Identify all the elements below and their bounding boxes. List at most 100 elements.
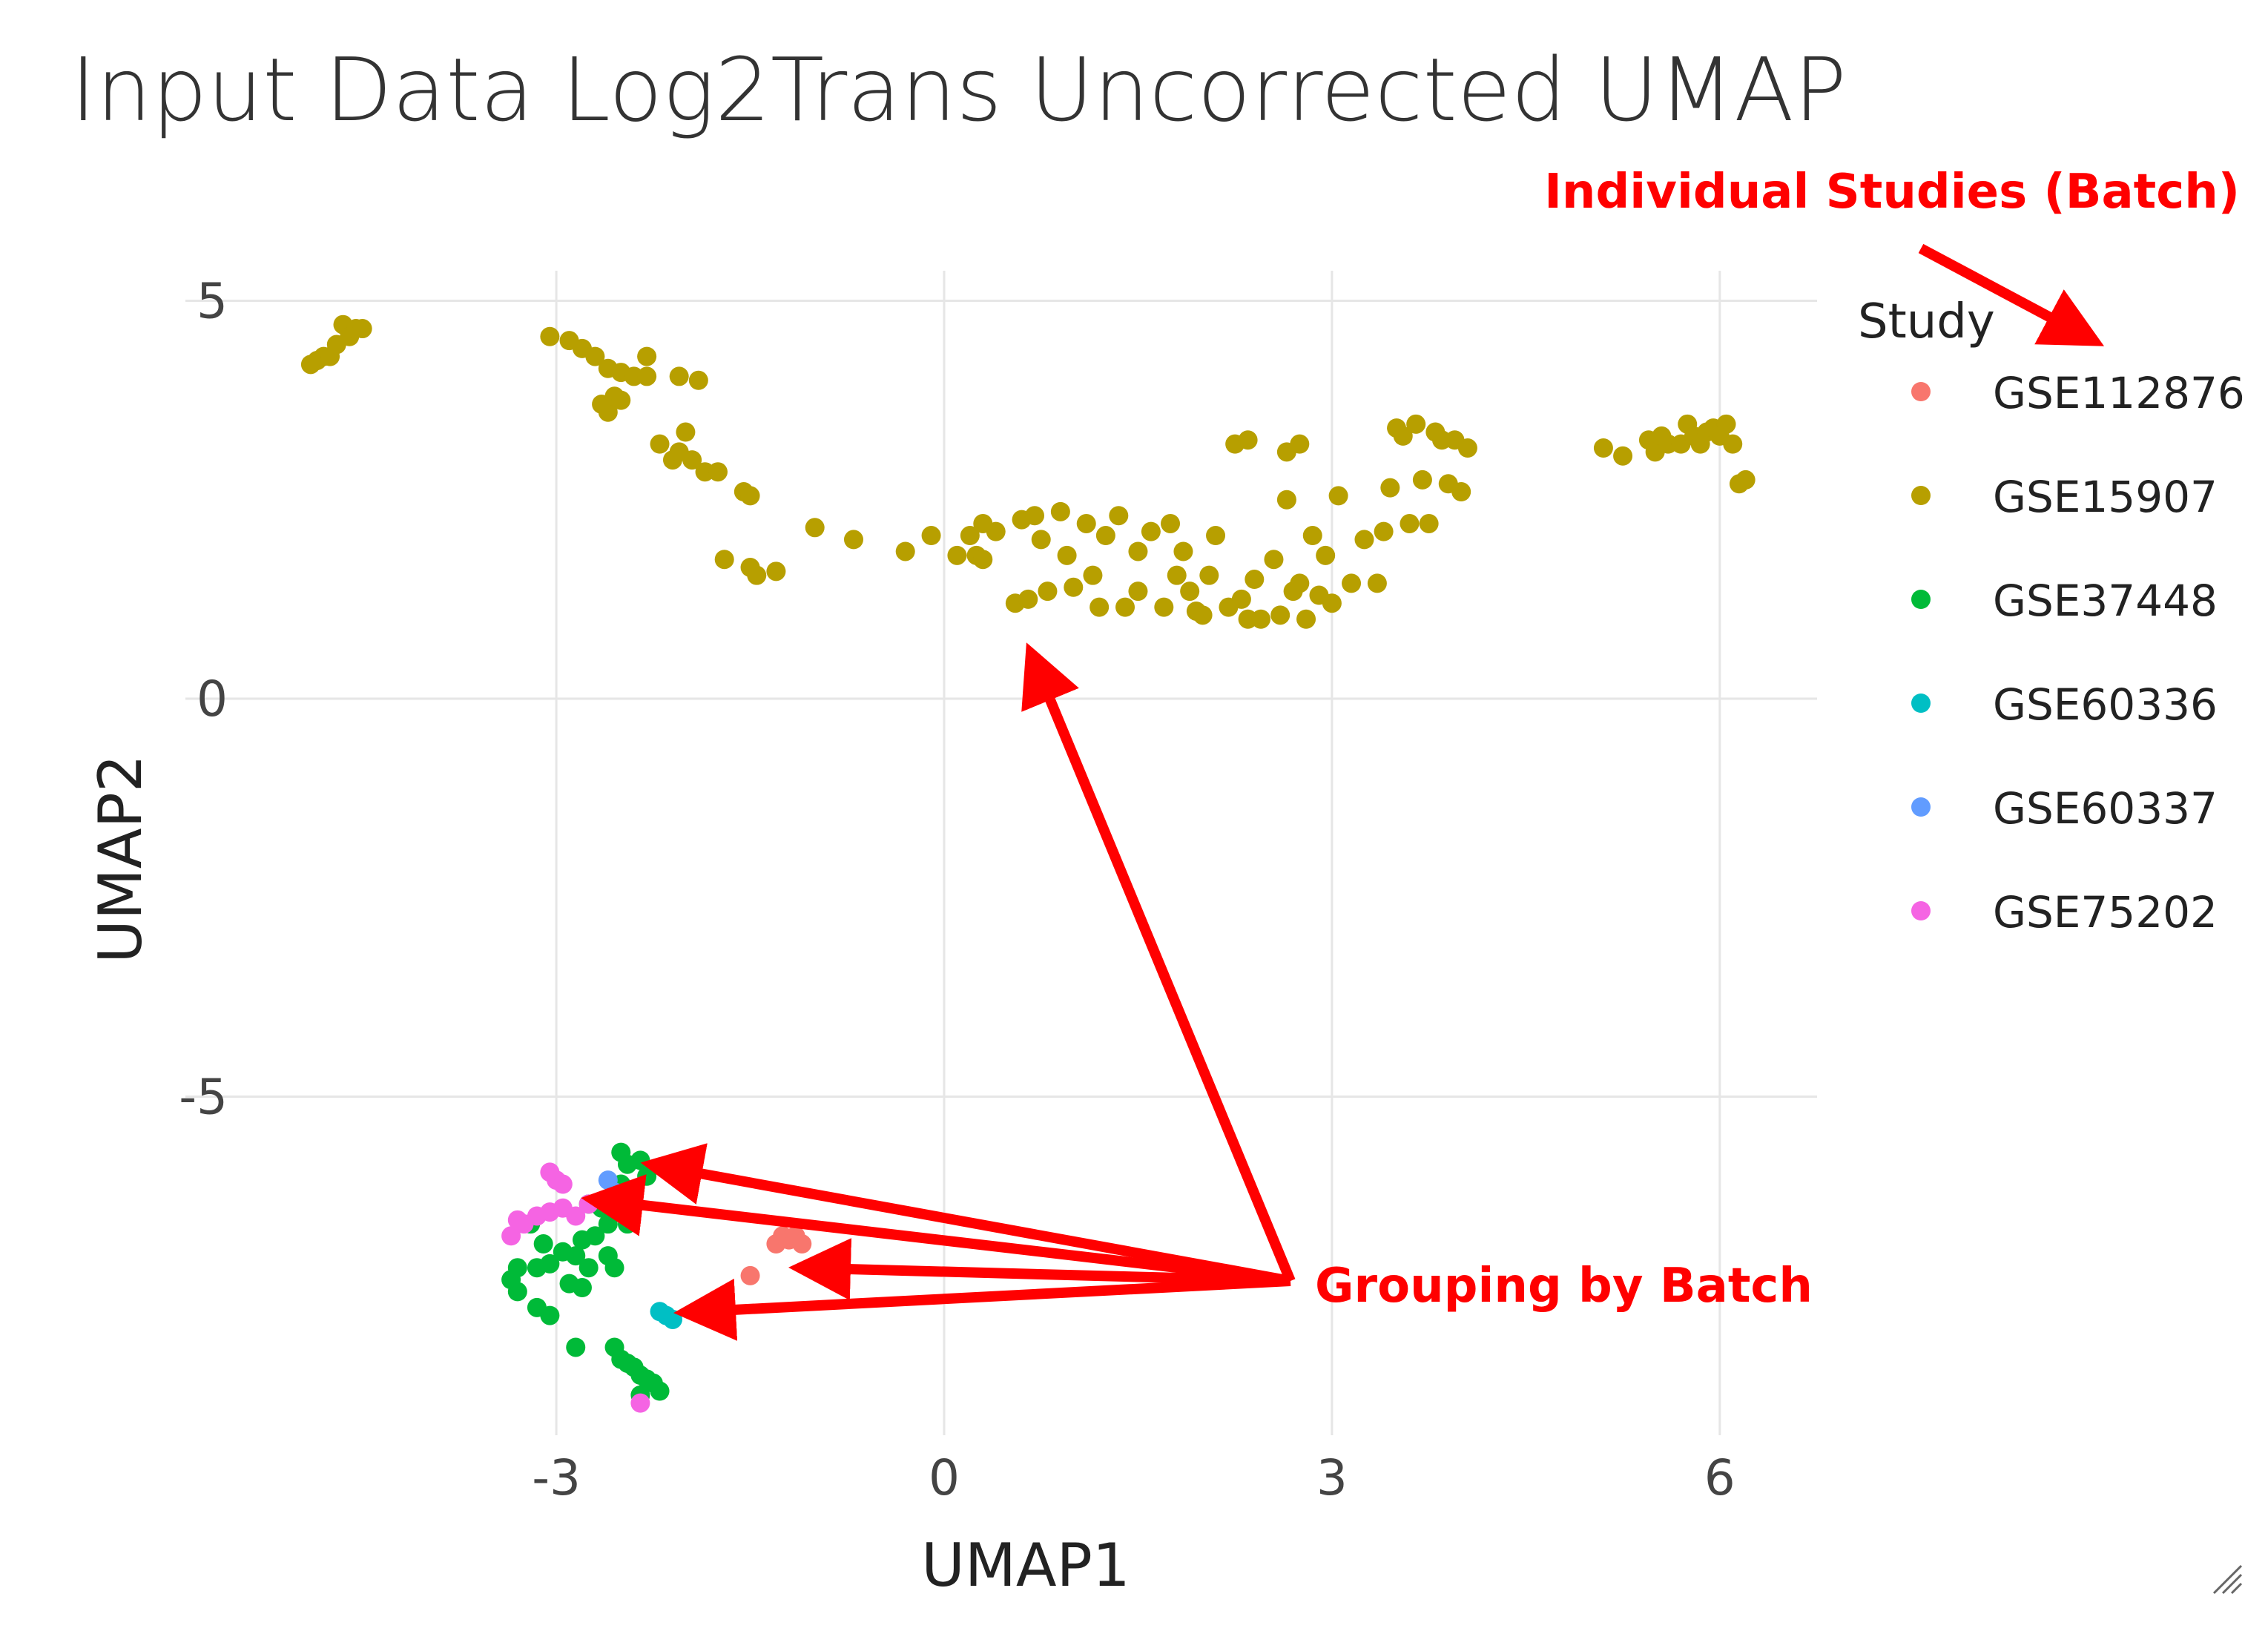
axis-ticks: -3 0 3 6 5 0 -5: [179, 273, 1735, 1507]
data-point: [1076, 513, 1096, 533]
data-point: [1115, 597, 1135, 617]
data-point: [637, 366, 657, 386]
legend-label: GSE112876: [1993, 368, 2245, 418]
chart-title: Input Data Log2Trans Uncorrected UMAP: [70, 39, 1847, 141]
data-point: [708, 462, 728, 482]
data-point: [1400, 513, 1420, 533]
data-point: [1302, 526, 1322, 546]
legend-item-gse60337[interactable]: GSE60337: [1911, 783, 2218, 834]
data-point: [1141, 521, 1161, 541]
arrow-to-gse15907-cluster: [1021, 642, 1296, 1283]
data-point: [1193, 605, 1213, 625]
data-point: [1716, 414, 1736, 434]
data-point: [1412, 470, 1432, 490]
data-point: [714, 550, 734, 570]
data-point: [1735, 470, 1756, 490]
y-tick-label: 0: [197, 671, 228, 728]
data-point: [637, 346, 657, 366]
data-point: [540, 1305, 560, 1325]
data-point: [585, 346, 605, 366]
data-point: [1374, 521, 1394, 541]
data-point: [1199, 565, 1219, 585]
data-point: [1038, 582, 1058, 602]
data-point: [740, 1265, 760, 1285]
annotation-group: Individual Studies (Batch) Grouping by B…: [581, 165, 2240, 1341]
data-point: [637, 1166, 657, 1186]
y-tick-label: 5: [197, 273, 228, 330]
data-point: [766, 561, 786, 582]
data-point: [1723, 434, 1743, 454]
legend-item-gse60336[interactable]: GSE60336: [1911, 679, 2218, 730]
data-point: [1270, 605, 1290, 625]
arrow-to-gse37448-cluster: [640, 1143, 1292, 1286]
arrow-to-gse75202-cluster: [581, 1174, 1291, 1286]
data-point: [1128, 582, 1148, 602]
legend-label: GSE37448: [1993, 576, 2218, 626]
data-point: [352, 319, 372, 339]
data-point: [1050, 501, 1070, 521]
data-point: [1167, 565, 1187, 585]
data-point: [650, 1381, 670, 1401]
data-point: [1613, 446, 1633, 466]
data-point: [1057, 545, 1077, 565]
x-axis-title: UMAP1: [921, 1531, 1130, 1600]
data-point: [669, 366, 689, 386]
data-point: [921, 526, 941, 546]
data-point: [973, 550, 993, 570]
resize-handle-icon[interactable]: [2212, 1564, 2243, 1595]
data-point: [566, 1337, 586, 1357]
data-point: [1457, 438, 1477, 458]
data-point: [1128, 541, 1148, 561]
data-point: [960, 526, 980, 546]
data-point: [682, 450, 702, 470]
data-point: [805, 518, 825, 538]
data-point: [1083, 565, 1103, 585]
legend-item-gse15907[interactable]: GSE15907: [1911, 472, 2218, 522]
data-point: [1316, 545, 1336, 565]
data-point: [1031, 530, 1051, 550]
legend-callout-text: Individual Studies (Batch): [1544, 165, 2240, 220]
x-tick-label: 0: [929, 1449, 960, 1506]
y-axis-title: UMAP2: [86, 754, 155, 963]
arrow-to-gse112876-cluster: [788, 1238, 1291, 1301]
data-point: [1064, 577, 1084, 597]
legend-item-gse37448[interactable]: GSE37448: [1911, 576, 2218, 626]
data-point: [688, 370, 708, 390]
data-point: [553, 1174, 573, 1194]
data-point: [1025, 506, 1045, 526]
data-point: [1451, 482, 1471, 502]
legend-item-gse75202[interactable]: GSE75202: [1911, 887, 2218, 938]
legend-marker: [1911, 797, 1931, 817]
data-point: [1406, 414, 1426, 434]
legend-label: GSE60337: [1993, 783, 2218, 834]
data-point: [1328, 486, 1348, 506]
legend-item-gse112876[interactable]: GSE112876: [1911, 368, 2245, 418]
data-point: [1342, 573, 1362, 593]
data-point: [1264, 550, 1284, 570]
data-point: [553, 1242, 573, 1262]
data-point: [843, 530, 863, 550]
data-point: [533, 1234, 553, 1254]
data-point: [1367, 573, 1387, 593]
data-point: [895, 541, 915, 561]
grid-lines: [185, 271, 1817, 1435]
data-point: [986, 521, 1006, 541]
legend: Study GSE112876 GSE15907 GSE37448 GSE60336 G…: [1858, 294, 2245, 938]
data-point: [1180, 582, 1200, 602]
data-point: [507, 1282, 527, 1302]
data-point: [747, 565, 767, 585]
data-point: [1238, 430, 1258, 450]
data-points: [300, 314, 1756, 1413]
data-point: [662, 1309, 682, 1329]
legend-callout-arrow: [1918, 243, 2105, 346]
legend-title: Study: [1858, 294, 1995, 349]
data-point: [1090, 597, 1110, 617]
legend-marker: [1911, 486, 1931, 505]
data-point: [1296, 609, 1316, 629]
legend-label: GSE75202: [1993, 887, 2218, 938]
legend-marker: [1911, 694, 1931, 713]
legend-marker: [1911, 590, 1931, 609]
series-gse37448: [501, 1142, 670, 1405]
data-point: [1290, 573, 1310, 593]
